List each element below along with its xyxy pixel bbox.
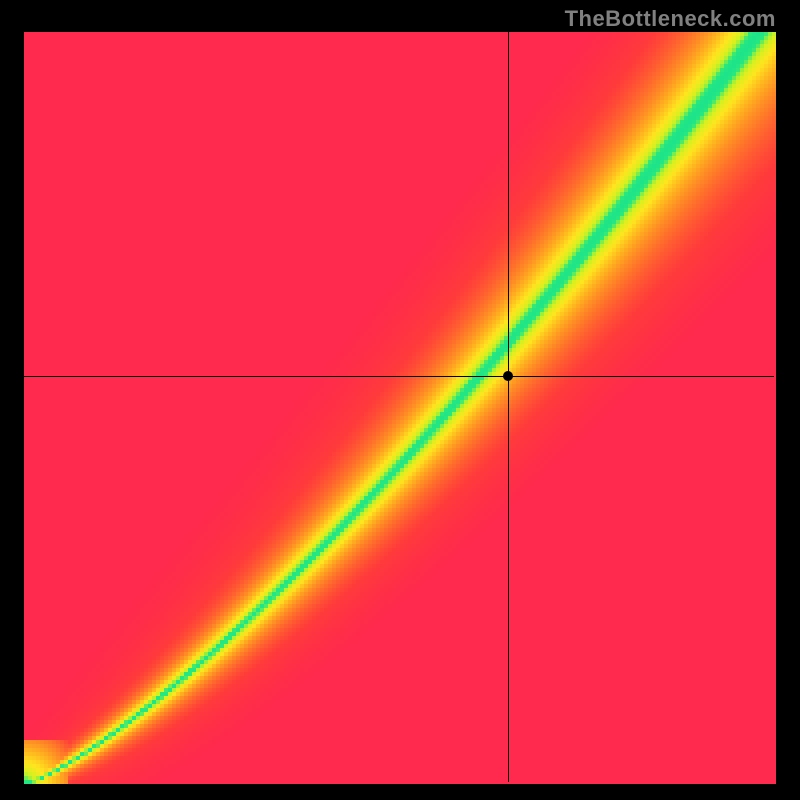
crosshair-horizontal — [24, 376, 774, 377]
figure-container: { "watermark": { "text": "TheBottleneck.… — [0, 0, 800, 800]
crosshair-vertical — [508, 32, 509, 782]
marker-dot — [503, 371, 513, 381]
watermark-text: TheBottleneck.com — [565, 6, 776, 32]
heatmap-canvas — [24, 32, 776, 784]
heatmap-plot — [24, 32, 776, 784]
